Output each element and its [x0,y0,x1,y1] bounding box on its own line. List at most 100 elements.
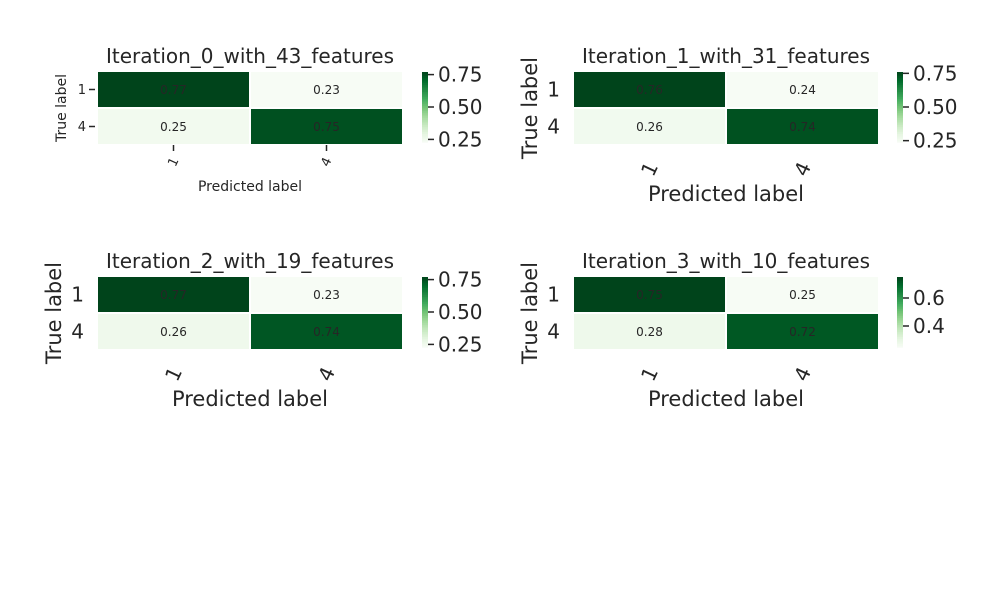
colorbar-segment [422,107,428,110]
colorbar-segment [422,285,428,289]
colorbar-segment [897,278,903,282]
colorbar-segment [422,140,428,143]
colorbar-segment [897,308,903,311]
y-axis-label: True label [54,74,70,143]
colorbar-segment [897,301,903,304]
heatmap-panel-0: Iteration_0_with_43_features 0.77 0.23 0.25… [54,44,483,195]
colorbar-segment [422,289,428,292]
colorbar-segment [897,108,903,112]
colorbar-segment [897,294,903,297]
colorbar-segment [897,315,903,318]
x-tick-label: 4 [313,363,340,385]
colorbar-segment [422,284,428,287]
heatmap-panel-1: Iteration_1_with_31_features 0.76 0.24 0.26… [518,44,958,206]
colorbar-segment [897,110,903,113]
colorbar-segment [897,277,903,280]
colorbar-segment [422,91,428,94]
cell-value-label: 0.25 [789,288,816,302]
colorbar-segment [422,296,428,299]
chart-title: Iteration_0_with_43_features [106,44,394,68]
colorbar-segment [422,93,428,96]
colorbar-segment [897,126,903,129]
colorbar-segment [422,303,428,306]
heatmap-cell [574,109,725,144]
colorbar-segment [897,128,903,131]
colorbar-segment [422,320,428,324]
colorbar-segment [422,308,428,311]
colorbar-segment [422,119,428,122]
colorbar-tick-label: 0.25 [438,127,483,151]
colorbar-segment [422,338,428,341]
colorbar-segment [422,138,428,141]
x-tick-label: 4 [789,363,816,385]
colorbar-segment [422,343,428,346]
colorbar-segment [422,82,428,85]
colorbar-segment [897,313,903,317]
heatmap-cell [98,109,249,144]
colorbar-segment [897,94,903,98]
colorbar-segment [422,86,428,89]
colorbar-segment [897,303,903,306]
colorbar-segment [422,312,428,315]
colorbar-segment [422,110,428,113]
colorbar-tick-label: 0.6 [913,286,945,310]
colorbar-segment [422,331,428,334]
colorbar-segment [897,282,903,285]
colorbar-segment [422,135,428,138]
x-axis-label: Predicted label [198,179,302,195]
colorbar-segment [422,128,428,131]
colorbar-tick-label: 0.50 [913,95,958,119]
colorbar-segment [897,296,903,299]
heatmap-cell [251,277,402,312]
colorbar-segment [422,277,428,280]
colorbar-segment [897,292,903,296]
colorbar-segment [897,138,903,141]
x-tick-label: 1 [636,363,663,385]
colorbar-segment [422,340,428,343]
colorbar-segment [422,306,428,310]
y-tick-label: 4 [547,320,560,344]
chart-title: Iteration_2_with_19_features [106,249,394,273]
colorbar-segment [422,124,428,127]
colorbar-segment [897,86,903,89]
colorbar-segment [897,289,903,292]
colorbar-segment [422,294,428,297]
cell-value-label: 0.23 [313,288,340,302]
colorbar-segment [897,135,903,138]
cell-value-label: 0.74 [313,325,340,339]
colorbar-segment [897,80,903,84]
x-tick-label: 4 [789,158,816,180]
colorbar-segment [897,331,903,334]
colorbar-segment [897,287,903,290]
colorbar-segment [422,315,428,318]
cell-value-label: 0.76 [636,83,663,97]
heatmap-cell [98,277,249,312]
cell-value-label: 0.24 [789,83,816,97]
x-tick-label: 4 [318,155,335,169]
colorbar-segment [422,280,428,283]
colorbar-tick-label: 0.75 [438,268,483,292]
colorbar-segment [897,131,903,134]
colorbar-segment [422,75,428,78]
colorbar-segment [897,336,903,339]
colorbar-segment [422,73,428,77]
colorbar-segment [897,89,903,92]
heatmap-cell [727,109,878,144]
cell-value-label: 0.75 [636,288,663,302]
colorbar-segment [422,103,428,106]
y-tick-label: 1 [78,83,86,98]
colorbar-segment [897,124,903,127]
colorbar-segment [422,98,428,101]
colorbar-segment [897,284,903,287]
y-axis-label: True label [518,57,542,160]
cell-value-label: 0.25 [160,120,187,134]
colorbar-segment [422,301,428,304]
colorbar-segment [422,324,428,327]
heatmap-cell [98,314,249,349]
colorbar-segment [897,341,903,345]
cell-value-label: 0.74 [789,120,816,134]
y-axis-label: True label [42,262,66,365]
heatmap-cell [574,72,725,107]
colorbar-segment [897,79,903,82]
colorbar-segment [422,133,428,136]
